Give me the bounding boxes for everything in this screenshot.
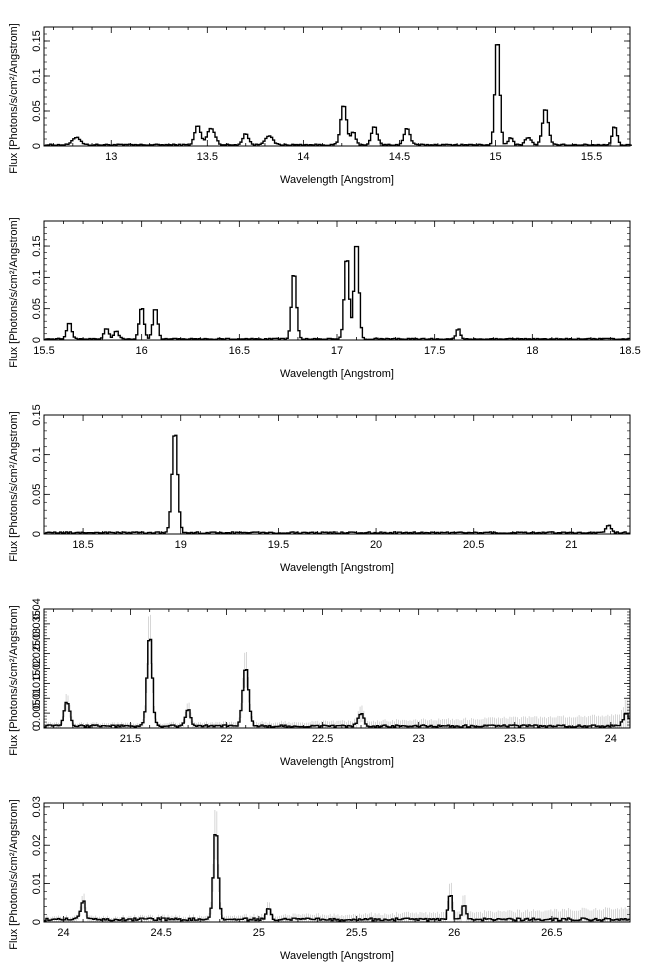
y-tick-label: 0.05 xyxy=(31,484,43,505)
y-tick-label: 0 xyxy=(31,725,43,731)
x-tick-label: 23.5 xyxy=(504,733,525,745)
y-axis-title: Flux [Photons/s/cm²/Angstrom] xyxy=(8,411,20,561)
y-tick-label: 0.025 xyxy=(31,640,43,668)
x-tick-label: 17.5 xyxy=(424,345,445,357)
x-tick-label: 23 xyxy=(413,733,425,745)
y-tick-label: 0 xyxy=(31,919,43,925)
x-axis-title: Wavelength [Angstrom] xyxy=(280,174,394,186)
y-axis-title: Flux [Photons/s/cm²/Angstrom] xyxy=(8,605,20,755)
error-bars xyxy=(44,614,630,728)
x-tick-label: 17 xyxy=(331,345,343,357)
panel-4: 21.5 22 22.5 23 23.5 2400.0050.010.0150.020.0… xyxy=(8,598,631,768)
y-tick-label: 0.15 xyxy=(31,404,43,425)
y-tick-label: 0.05 xyxy=(31,100,43,121)
y-tick-label: 0.02 xyxy=(31,835,43,856)
y-axis-title: Flux [Photons/s/cm²/Angstrom] xyxy=(8,217,20,367)
x-tick-label: 15 xyxy=(489,151,501,163)
y-tick-label: 0.01 xyxy=(31,873,43,894)
x-axis-title: Wavelength [Angstrom] xyxy=(280,950,394,962)
x-tick-label: 16.5 xyxy=(229,345,250,357)
x-tick-label: 18 xyxy=(526,345,538,357)
x-tick-label: 22.5 xyxy=(312,733,333,745)
x-tick-label: 25 xyxy=(253,927,265,939)
x-axis-title: Wavelength [Angstrom] xyxy=(280,562,394,574)
y-tick-label: 0.01 xyxy=(31,688,43,709)
x-tick-label: 24.5 xyxy=(150,927,171,939)
y-tick-label: 0.1 xyxy=(31,447,43,462)
y-tick-label: 0 xyxy=(31,531,43,537)
x-tick-label: 15.5 xyxy=(581,151,602,163)
y-tick-label: 0.035 xyxy=(31,610,43,638)
x-tick-label: 14 xyxy=(297,151,309,163)
y-axis-title: Flux [Photons/s/cm²/Angstrom] xyxy=(8,23,20,173)
y-tick-label: 0.15 xyxy=(31,235,43,256)
plot-frame xyxy=(43,414,631,535)
x-tick-label: 14.5 xyxy=(389,151,410,163)
x-tick-label: 19.5 xyxy=(268,539,289,551)
x-tick-label: 19 xyxy=(175,539,187,551)
x-tick-label: 13 xyxy=(105,151,117,163)
x-tick-label: 26.5 xyxy=(541,927,562,939)
x-tick-label: 15.5 xyxy=(33,345,54,357)
spectrum-line xyxy=(44,638,630,728)
spectrum-line xyxy=(44,434,630,535)
panel-1: 13 13.5 14 14.5 15 15.5 0 0.05 0.1 0.15 Wavelength… xyxy=(8,23,632,186)
panel-3: 18.5 19 19.5 20 20.5 21 0 0.05 0.1 0.15 Wavelength… xyxy=(8,404,631,574)
y-tick-label: 0 xyxy=(31,143,43,149)
y-tick-label: 0.1 xyxy=(31,270,43,285)
plot-frame xyxy=(43,220,631,341)
x-tick-label: 20 xyxy=(370,539,382,551)
x-tick-label: 24 xyxy=(605,733,617,745)
x-axis-title: Wavelength [Angstrom] xyxy=(280,368,394,380)
spectrum-line xyxy=(44,44,632,147)
x-tick-label: 25.5 xyxy=(346,927,367,939)
x-tick-label: 13.5 xyxy=(197,151,218,163)
y-tick-label: 0.05 xyxy=(31,298,43,319)
x-tick-label: 21.5 xyxy=(120,733,141,745)
x-tick-label: 16 xyxy=(136,345,148,357)
y-tick-label: 0.03 xyxy=(31,796,43,817)
y-tick-label: 0.02 xyxy=(31,658,43,679)
y-tick-label: 0.005 xyxy=(31,699,43,727)
y-tick-label: 0.03 xyxy=(31,628,43,649)
x-axis-title: Wavelength [Angstrom] xyxy=(280,756,394,768)
error-bars xyxy=(44,809,630,922)
x-tick-label: 22 xyxy=(220,733,232,745)
spectrum-line xyxy=(44,245,630,341)
y-axis-title: Flux [Photons/s/cm²/Angstrom] xyxy=(8,799,20,949)
panel-2: 15.5 16 16.5 17 17.5 18 18.5 0 0.05 0.1 0.15 Wavele… xyxy=(8,217,641,380)
y-tick-label: 0.04 xyxy=(31,598,43,619)
spectrum-line xyxy=(44,833,630,922)
y-tick-label: 0.15 xyxy=(31,30,43,51)
y-tick-label: 0 xyxy=(31,337,43,343)
x-tick-label: 20.5 xyxy=(463,539,484,551)
x-tick-label: 18.5 xyxy=(619,345,640,357)
y-tick-label: 0.015 xyxy=(31,670,43,698)
panel-5: 24 24.5 25 25.5 26 26.5 0 0.01 0.02 0.03 Wavelengt… xyxy=(8,796,631,962)
x-tick-label: 21 xyxy=(565,539,577,551)
y-tick-label: 0.1 xyxy=(31,68,43,83)
plot-frame xyxy=(43,26,631,147)
x-tick-label: 18.5 xyxy=(72,539,93,551)
plot-frame xyxy=(43,608,631,729)
x-tick-label: 26 xyxy=(448,927,460,939)
x-tick-label: 24 xyxy=(57,927,69,939)
plot-frame xyxy=(43,802,631,923)
